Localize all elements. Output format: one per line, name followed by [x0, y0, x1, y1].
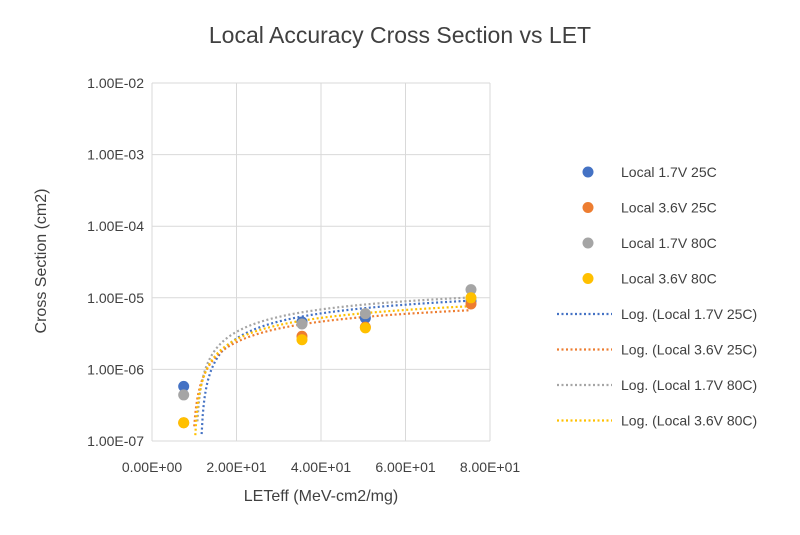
x-tick-label: 2.00E+01	[206, 459, 267, 475]
point-layer	[178, 284, 477, 429]
trendline-log-local-3-6v-25c	[193, 309, 472, 427]
legend-marker	[582, 237, 594, 249]
legend-label: Local 1.7V 80C	[621, 235, 717, 251]
y-tick-label: 1.00E-04	[87, 218, 144, 234]
chart-title: Local Accuracy Cross Section vs LET	[209, 22, 591, 48]
y-tick-label: 1.00E-02	[87, 75, 144, 91]
trendline-log-local-1-7v-80c	[196, 296, 472, 422]
legend-label: Log. (Local 3.6V 80C)	[621, 413, 757, 429]
x-tick-label: 0.00E+00	[122, 459, 183, 475]
data-point-local-3-6v-80c	[296, 334, 308, 346]
data-point-local-3-6v-80c	[359, 322, 371, 334]
data-point-local-1-7v-80c	[296, 318, 308, 330]
legend-label: Log. (Local 1.7V 25C)	[621, 306, 757, 322]
trendline-log-local-3-6v-80c	[194, 305, 472, 436]
legend-marker	[582, 273, 594, 284]
trendline-layer	[193, 296, 472, 436]
x-axis-title: LETeff (MeV-cm2/mg)	[244, 488, 398, 505]
legend-label: Local 3.6V 80C	[621, 271, 717, 287]
legend-label: Local 3.6V 25C	[621, 200, 717, 216]
y-tick-label: 1.00E-06	[87, 361, 144, 377]
legend-label: Local 1.7V 25C	[621, 164, 717, 180]
x-tick-label: 6.00E+01	[375, 459, 436, 475]
y-tick-label: 1.00E-07	[87, 433, 144, 449]
x-tick-label: 4.00E+01	[291, 459, 352, 475]
data-point-local-1-7v-80c	[465, 284, 477, 296]
tick-layer: 1.00E-07 1.00E-06 1.00E-05 1.00E-04 1.00E-03…	[87, 75, 520, 475]
legend-label: Log. (Local 3.6V 25C)	[621, 342, 757, 358]
legend: Local 1.7V 25C Local 3.6V 25C Local 1.7V 8…	[557, 164, 757, 429]
y-tick-label: 1.00E-03	[87, 147, 144, 163]
x-tick-label: 8.00E+01	[460, 459, 521, 475]
data-point-local-1-7v-25c	[178, 380, 190, 392]
legend-label: Log. (Local 1.7V 80C)	[621, 377, 757, 393]
data-point-local-1-7v-80c	[178, 389, 190, 401]
y-axis-title: Cross Section (cm2)	[33, 189, 50, 334]
grid-layer	[151, 82, 491, 442]
data-point-local-3-6v-80c	[178, 417, 190, 429]
legend-marker	[582, 202, 594, 213]
y-tick-label: 1.00E-05	[87, 290, 144, 306]
trendline-log-local-1-7v-25c	[200, 299, 472, 435]
legend-marker	[582, 166, 594, 178]
data-point-local-1-7v-80c	[359, 308, 371, 320]
data-point-local-3-6v-80c	[465, 292, 477, 304]
